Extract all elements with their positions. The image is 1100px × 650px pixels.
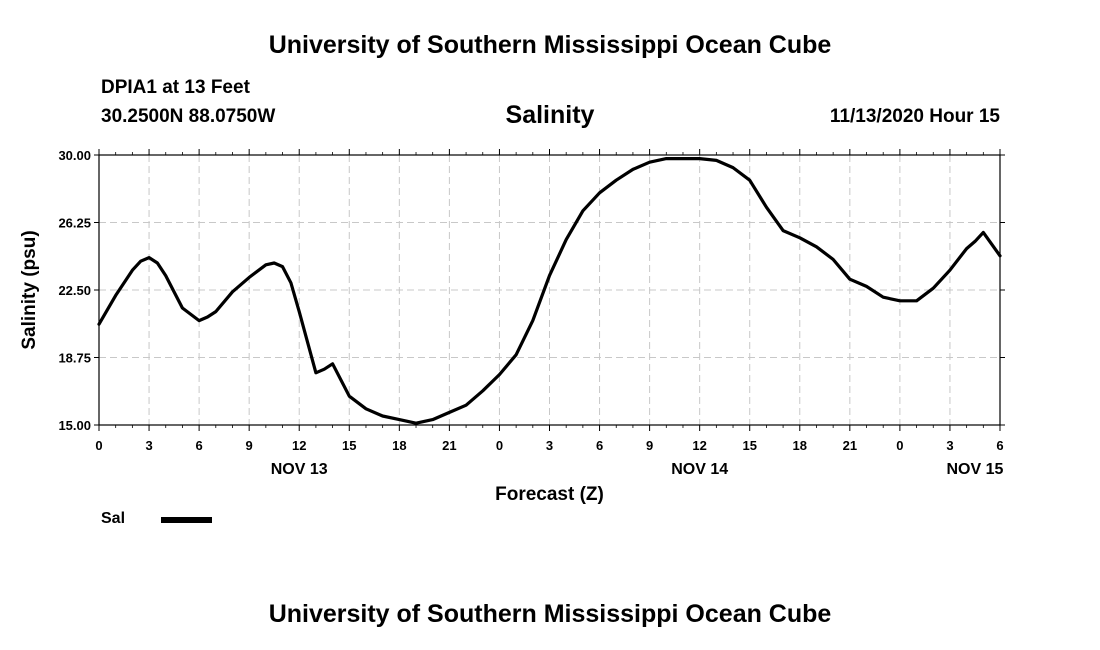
chart-title: University of Southern Mississippi Ocean… <box>268 31 832 59</box>
y-tick-label: 18.75 <box>58 351 91 366</box>
x-tick-label: 21 <box>843 438 857 453</box>
legend-label: Sal <box>101 510 126 527</box>
x-tick-label: 18 <box>392 438 406 453</box>
x-tick-label: 0 <box>496 438 503 453</box>
y-tick-label: 26.25 <box>58 216 91 231</box>
y-tick-label: 22.50 <box>58 283 91 298</box>
x-tick-label: 6 <box>195 438 202 453</box>
series-layer <box>97 157 1002 425</box>
x-tick-label: 3 <box>546 438 553 453</box>
x-tick-label: 0 <box>95 438 102 453</box>
y-tick-label: 15.00 <box>58 418 91 433</box>
legend-swatch <box>161 517 212 523</box>
series-line-sal <box>97 157 1002 425</box>
x-tick-label: 12 <box>692 438 706 453</box>
y-tick-label: 30.00 <box>58 148 91 163</box>
x-tick-label: 3 <box>145 438 152 453</box>
x-tick-label: 9 <box>646 438 653 453</box>
station-coords: 30.2500N 88.0750W <box>101 106 276 127</box>
x-tick-label: 15 <box>342 438 356 453</box>
x-tick-label: 15 <box>742 438 756 453</box>
axis-layer: 15.00 18.75 22.50 26.25 30.00 0 3 6 9 12 15 18 21 0 3 6… <box>58 148 1005 478</box>
chart-grid <box>99 155 1000 425</box>
x-axis-label: Forecast (Z) <box>495 484 604 505</box>
forecast-issued: 11/13/2020 Hour 15 <box>829 106 1000 127</box>
x-tick-label: 12 <box>292 438 306 453</box>
variable-name: Salinity <box>505 101 595 129</box>
date-label: NOV 13 <box>271 461 328 478</box>
x-tick-label: 18 <box>793 438 807 453</box>
x-tick-label: 21 <box>442 438 456 453</box>
x-tick-label: 9 <box>246 438 253 453</box>
station-name: DPIA1 at 13 Feet <box>101 77 250 98</box>
footer-title: University of Southern Mississippi Ocean… <box>268 600 832 628</box>
x-tick-label: 3 <box>946 438 953 453</box>
x-tick-label: 6 <box>996 438 1003 453</box>
date-label: NOV 14 <box>671 461 728 478</box>
x-tick-label: 0 <box>896 438 903 453</box>
date-label: NOV 15 <box>947 461 1004 478</box>
x-tick-label: 6 <box>596 438 603 453</box>
y-axis-label: Salinity (psu) <box>19 230 40 349</box>
